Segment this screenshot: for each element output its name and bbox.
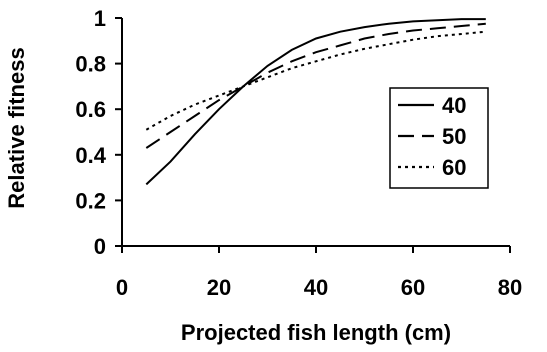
y-tick-label: 0 [94,234,106,259]
y-tick-label: 0.8 [75,52,106,77]
y-axis-title-group: Relative fitness [4,47,29,208]
y-tick-label: 0.6 [75,97,106,122]
y-axis-title: Relative fitness [4,47,29,208]
legend-label-40: 40 [442,93,466,118]
legend-label-50: 50 [442,124,466,149]
x-tick-label: 0 [116,275,128,300]
x-tick-label: 40 [304,275,328,300]
x-tick-label: 20 [207,275,231,300]
y-tick-label: 0.4 [75,143,106,168]
x-axis-title: Projected fish length (cm) [181,320,451,345]
legend: 40 50 60 [390,88,488,188]
y-tick-label: 0.2 [75,188,106,213]
legend-box [390,88,488,188]
legend-label-60: 60 [442,155,466,180]
x-tick-label: 60 [401,275,425,300]
y-tick-label: 1 [94,6,106,31]
x-tick-label: 80 [498,275,522,300]
